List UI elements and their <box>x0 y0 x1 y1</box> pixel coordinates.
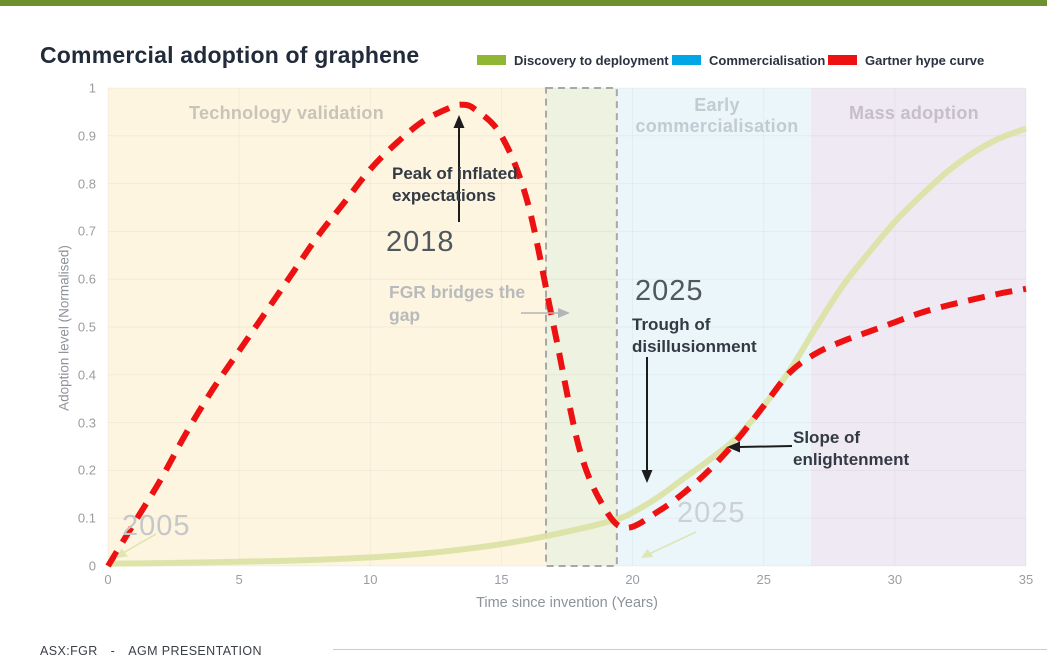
zone-label-mass-adoption: Mass adoption <box>849 103 979 123</box>
zone-label-technology-validation: Technology validation <box>189 103 384 123</box>
y-tick-label: 0.7 <box>77 223 96 239</box>
slope-arrow <box>727 441 793 453</box>
series-discovery-to-deployment <box>107 125 1028 567</box>
legend-item-commercialisation: Commercialisation <box>672 52 825 68</box>
annotation-year-2018: 2018 <box>386 226 455 258</box>
y-tick-label: 0.6 <box>77 271 96 287</box>
peak-arrow <box>453 115 465 222</box>
legend-label: Discovery to deployment <box>514 52 669 68</box>
y-tick-label: 0.2 <box>77 462 96 478</box>
legend-label: Gartner hype curve <box>865 52 985 68</box>
y-tick-label: 0.1 <box>77 510 96 526</box>
annotation-slope-of-enlightenment: Slope of enlightenment <box>793 428 910 469</box>
legend-swatch-blue <box>672 55 701 65</box>
legend-swatch-red <box>828 55 857 65</box>
y-tick-label: 0.8 <box>77 176 96 192</box>
zone-band <box>108 88 547 566</box>
zone-band <box>616 88 811 566</box>
x-tick-label: 30 <box>887 572 903 587</box>
x-tick-label: 0 <box>104 572 112 587</box>
footer-ticker: ASX:FGR <box>40 644 98 658</box>
y-tick-label: 0.5 <box>77 319 96 335</box>
y-tick-label: 0.4 <box>77 367 96 383</box>
series-gartner-hype-curve <box>105 101 1027 568</box>
footer-divider-line <box>333 649 1047 650</box>
y-tick-label: 1 <box>88 80 96 96</box>
annotation-peak-of-inflated-expectations: Peak of inflated expectations <box>392 164 518 205</box>
annotation-trough-of-disillusionment: Trough of disillusionment <box>632 315 757 356</box>
legend-item-hype-curve: Gartner hype curve <box>828 52 984 68</box>
y-tick-label: 0.3 <box>77 415 96 431</box>
x-tick-label: 20 <box>625 572 640 587</box>
legend-swatch-green <box>477 55 506 65</box>
fgr-gap-arrow <box>521 308 570 318</box>
y-tick-label: 0 <box>88 558 96 574</box>
legend-item-discovery: Discovery to deployment <box>477 52 669 68</box>
x-tick-label: 25 <box>756 572 771 587</box>
zone-band <box>810 88 1026 566</box>
x-tick-label: 35 <box>1018 572 1034 587</box>
y-axis-title: Adoption level (Normalised) <box>56 245 72 411</box>
footer-text: ASX:FGR - AGM PRESENTATION <box>40 644 262 658</box>
x-axis-title: Time since invention (Years) <box>476 595 658 611</box>
x-tick-label: 5 <box>235 572 243 587</box>
fgr-gap-box <box>545 87 618 567</box>
x-tick-label: 10 <box>363 572 378 587</box>
annotation-fgr-bridges-the-gap: FGR bridges the gap <box>389 282 526 325</box>
annotation-year-2025-takeoff: 2025 <box>677 497 746 529</box>
annotation-year-2025-trough: 2025 <box>635 275 704 307</box>
footer-label: AGM PRESENTATION <box>128 644 262 658</box>
page-title: Commercial adoption of graphene <box>40 42 420 68</box>
x-tick-label: 15 <box>494 572 509 587</box>
trough-arrow <box>641 357 653 483</box>
y-tick-label: 0.9 <box>77 128 96 144</box>
zone-band <box>546 88 617 566</box>
annotation-year-2005: 2005 <box>122 510 191 542</box>
top-accent-bar <box>0 0 1047 6</box>
footer-separator: - <box>110 644 116 658</box>
legend-label: Commercialisation <box>709 52 826 68</box>
invention-year-arrow <box>116 533 157 558</box>
takeoff-year-arrow <box>641 531 697 558</box>
zone-label-early-commercialisation: Early commercialisation <box>635 95 799 136</box>
